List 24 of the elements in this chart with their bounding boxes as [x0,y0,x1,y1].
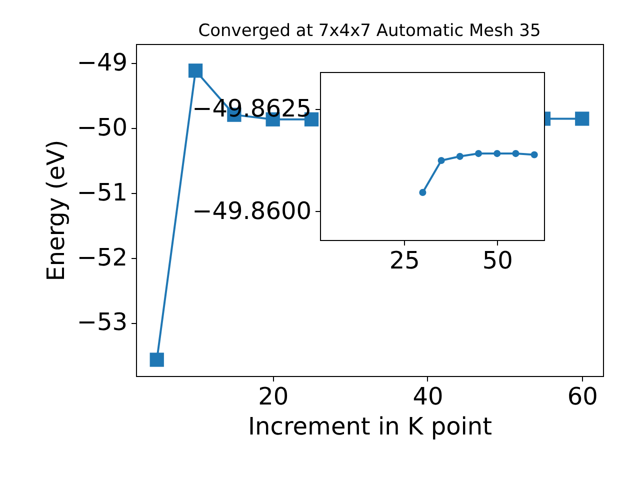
x-axis-title: Increment in K point [248,412,492,440]
y-tick-label: −50 [76,113,128,142]
point [474,150,482,158]
x-tick-label: 40 [412,382,444,410]
y-tick-label: −49 [76,48,128,76]
point [150,352,164,367]
point [512,150,520,158]
point [494,150,501,158]
x-tick-label: 50 [482,246,513,274]
x-tick-label: 20 [258,382,289,410]
chart-title: Converged at 7x4x7 Automatic Mesh 35 [198,21,541,41]
y-tick-label: −52 [76,243,128,272]
y-tick-label: −51 [76,178,128,206]
x-tick-label: 60 [567,382,598,410]
point [575,112,590,126]
x-tick-label: 25 [389,246,420,274]
y-axis-title: Energy (eV) [42,140,70,282]
point [419,188,426,196]
point [188,64,203,78]
point [530,151,538,158]
y-tick-label: −49.8600 [192,196,312,225]
y-tick-label: −53 [76,308,128,336]
point [438,156,445,164]
point [456,152,464,160]
